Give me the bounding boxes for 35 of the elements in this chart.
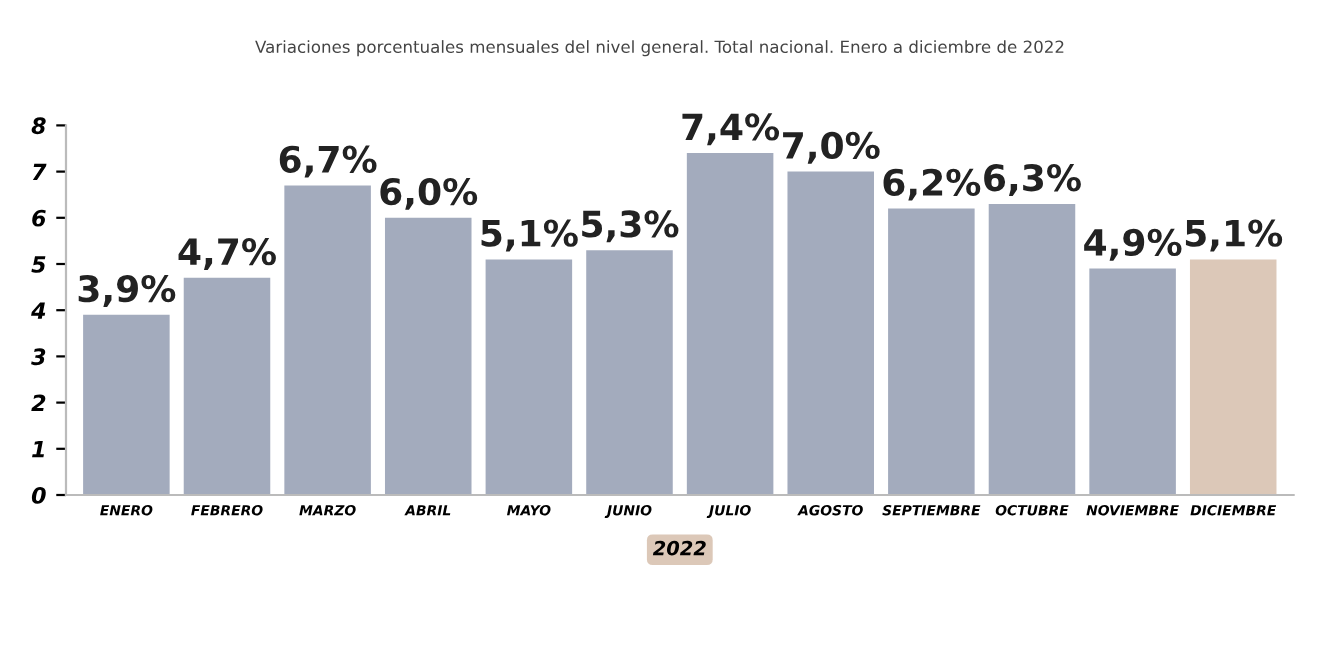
bar xyxy=(83,314,170,495)
y-tick-label: 3 xyxy=(31,348,46,366)
data-label: 4,7% xyxy=(178,237,276,270)
chart-title: Variaciones porcentuales mensuales del nivel general. Total nacional. Enero a diciembre de 2022 xyxy=(255,40,1064,57)
y-tick-label: 5 xyxy=(31,256,46,273)
data-label: 5,1% xyxy=(481,219,578,252)
data-label: 4,9% xyxy=(1084,228,1182,261)
bar xyxy=(686,153,774,495)
y-tick-label: 4 xyxy=(31,302,46,319)
bar xyxy=(284,185,371,495)
y-tick-label: 2 xyxy=(31,394,46,412)
y-tick-label: 8 xyxy=(31,117,46,135)
bar xyxy=(1189,259,1277,495)
y-tick-label: 7 xyxy=(32,163,47,181)
data-label: 6,2% xyxy=(883,168,981,201)
data-label: 6,3% xyxy=(984,164,1081,196)
bar xyxy=(888,208,975,495)
y-tick-label: 6 xyxy=(32,209,46,227)
data-label: 6,7% xyxy=(279,145,377,178)
data-label: 3,9% xyxy=(78,274,176,307)
bar xyxy=(384,217,472,495)
bar xyxy=(183,277,271,495)
data-label: 7,0% xyxy=(783,131,880,164)
y-tick-label: 1 xyxy=(32,441,44,458)
bar xyxy=(586,250,673,495)
data-label: 5,3% xyxy=(582,210,679,243)
data-label: 7,4% xyxy=(682,113,780,146)
bar xyxy=(787,171,874,495)
bar xyxy=(988,203,1076,495)
y-tick-label: 0 xyxy=(31,486,46,504)
data-label: 5,1% xyxy=(1185,219,1283,252)
x-axis-title: 2022 xyxy=(652,540,706,556)
bar xyxy=(485,259,573,495)
bar xyxy=(1089,268,1176,495)
data-label: 6,0% xyxy=(380,177,478,210)
